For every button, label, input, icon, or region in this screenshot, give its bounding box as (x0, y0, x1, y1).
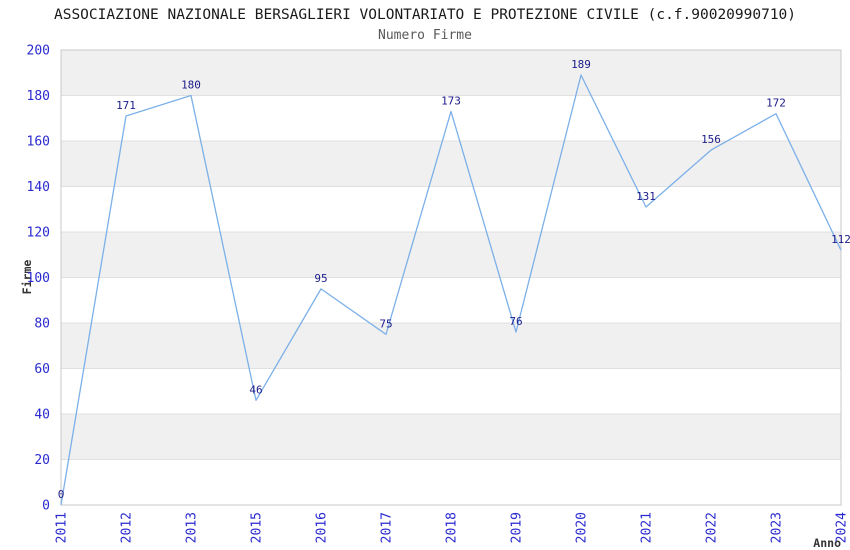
data-label: 173 (441, 94, 461, 107)
y-tick-label: 60 (34, 362, 50, 377)
plot-band (61, 232, 841, 278)
plot-band (61, 323, 841, 369)
plot-band (61, 141, 841, 187)
data-label: 75 (379, 317, 392, 330)
x-tick-label: 2019 (510, 512, 525, 543)
x-tick-label: 2022 (705, 512, 720, 543)
data-label: 46 (249, 383, 262, 396)
data-label: 95 (314, 272, 327, 285)
y-tick-label: 140 (27, 180, 50, 195)
x-tick-label: 2016 (315, 512, 330, 543)
y-tick-label: 0 (42, 499, 50, 514)
x-tick-label: 2023 (770, 512, 785, 543)
x-tick-label: 2018 (445, 512, 460, 543)
data-label: 131 (636, 190, 656, 203)
plot-border (60, 49, 842, 506)
chart-title: ASSOCIAZIONE NAZIONALE BERSAGLIERI VOLON… (53, 7, 797, 23)
x-tick-label: 2012 (120, 512, 135, 543)
x-tick-label: 2015 (250, 512, 265, 543)
y-tick-label: 20 (34, 453, 50, 468)
x-tick-label: 2011 (55, 512, 70, 543)
x-tick-label: 2020 (575, 512, 590, 543)
x-tick-label: 2024 (835, 512, 850, 543)
data-label: 156 (701, 133, 721, 146)
plot-band (61, 414, 841, 460)
data-label: 112 (831, 233, 850, 246)
x-tick-label: 2017 (380, 512, 395, 543)
y-tick-label: 200 (27, 44, 50, 59)
x-tick-label: 2013 (185, 512, 200, 543)
series-line (60, 74, 842, 506)
x-axis-label: Anno (813, 536, 841, 550)
chart-subtitle: Numero Firme (378, 28, 472, 43)
y-tick-label: 80 (34, 317, 50, 332)
data-label: 0 (58, 488, 65, 501)
y-tick-label: 100 (27, 271, 50, 286)
data-label: 76 (509, 315, 522, 328)
x-tick-label: 2021 (640, 512, 655, 543)
data-label: 189 (571, 58, 591, 71)
y-tick-label: 180 (27, 89, 50, 104)
data-label: 172 (766, 97, 786, 110)
data-label: 171 (116, 99, 136, 112)
plot-band (61, 50, 841, 96)
y-tick-label: 120 (27, 226, 50, 241)
y-tick-label: 40 (34, 408, 50, 423)
data-label: 180 (181, 79, 201, 92)
y-tick-label: 160 (27, 135, 50, 150)
